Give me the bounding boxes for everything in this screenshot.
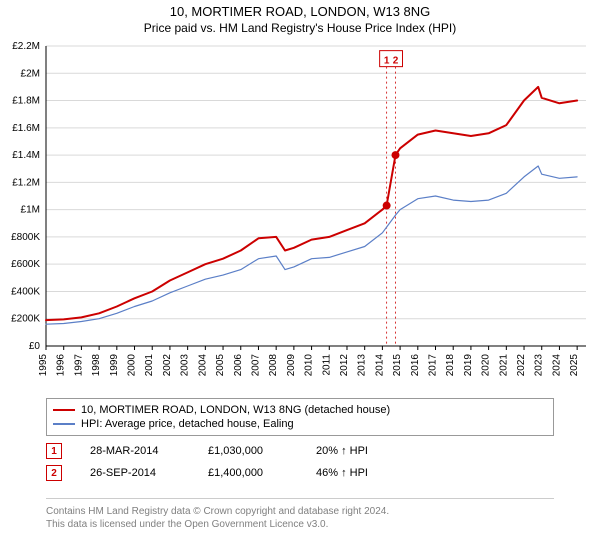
event-date: 26-SEP-2014 <box>90 467 180 479</box>
legend-swatch <box>53 409 75 411</box>
svg-text:1998: 1998 <box>91 354 102 377</box>
svg-text:£2M: £2M <box>21 68 40 79</box>
svg-text:2001: 2001 <box>144 354 155 377</box>
svg-text:2023: 2023 <box>534 354 545 377</box>
svg-text:2: 2 <box>393 56 399 67</box>
svg-text:£400K: £400K <box>11 286 40 297</box>
legend: 10, MORTIMER ROAD, LONDON, W13 8NG (deta… <box>46 398 554 436</box>
svg-text:£1.8M: £1.8M <box>12 96 40 107</box>
legend-label: HPI: Average price, detached house, Eali… <box>81 418 294 430</box>
svg-text:2025: 2025 <box>569 354 580 377</box>
footer: Contains HM Land Registry data © Crown c… <box>46 498 554 531</box>
svg-text:£0: £0 <box>29 341 41 352</box>
svg-text:2024: 2024 <box>551 354 562 377</box>
plot-area: £0 £200K £400K £600K £800K £1M £1.2M £1.4M £1.6M… <box>0 38 600 388</box>
legend-label: 10, MORTIMER ROAD, LONDON, W13 8NG (deta… <box>81 404 390 416</box>
svg-text:2011: 2011 <box>321 354 332 376</box>
svg-text:2020: 2020 <box>481 354 492 377</box>
svg-text:£1.6M: £1.6M <box>12 123 40 134</box>
svg-text:£200K: £200K <box>11 314 40 325</box>
legend-item: 10, MORTIMER ROAD, LONDON, W13 8NG (deta… <box>53 403 547 417</box>
svg-text:£1.2M: £1.2M <box>12 177 40 188</box>
svg-text:2003: 2003 <box>180 354 191 377</box>
chart-title: 10, MORTIMER ROAD, LONDON, W13 8NG <box>0 0 600 19</box>
svg-text:£600K: £600K <box>11 259 40 270</box>
chart-subtitle: Price paid vs. HM Land Registry's House … <box>0 19 600 39</box>
svg-text:£800K: £800K <box>11 232 40 243</box>
svg-text:1995: 1995 <box>38 354 49 377</box>
footer-line: Contains HM Land Registry data © Crown c… <box>46 505 554 518</box>
event-row: 2 26-SEP-2014 £1,400,000 46% ↑ HPI <box>46 462 554 484</box>
svg-text:1996: 1996 <box>56 354 67 377</box>
chart-container: { "title": "10, MORTIMER ROAD, LONDON, W… <box>0 0 600 560</box>
svg-text:2009: 2009 <box>286 354 297 377</box>
event-delta: 20% ↑ HPI <box>316 445 396 457</box>
svg-text:1997: 1997 <box>73 354 84 377</box>
chart-svg: £0 £200K £400K £600K £800K £1M £1.2M £1.4M £1.6M… <box>0 38 600 388</box>
svg-text:2017: 2017 <box>428 354 439 377</box>
event-price: £1,030,000 <box>208 445 288 457</box>
svg-text:2016: 2016 <box>410 354 421 377</box>
events-table: 1 28-MAR-2014 £1,030,000 20% ↑ HPI 2 26-… <box>46 440 554 484</box>
svg-text:2019: 2019 <box>463 354 474 377</box>
svg-text:2012: 2012 <box>339 354 350 377</box>
svg-text:2008: 2008 <box>268 354 279 377</box>
svg-text:2021: 2021 <box>498 354 509 377</box>
event-marker-icon: 1 <box>46 443 62 459</box>
svg-text:2005: 2005 <box>215 354 226 377</box>
svg-text:2010: 2010 <box>304 354 315 377</box>
svg-text:£1.4M: £1.4M <box>12 150 40 161</box>
event-marker-icon: 2 <box>46 465 62 481</box>
svg-text:2007: 2007 <box>250 354 261 377</box>
footer-line: This data is licensed under the Open Gov… <box>46 518 554 531</box>
svg-text:2022: 2022 <box>516 354 527 377</box>
event-date: 28-MAR-2014 <box>90 445 180 457</box>
event-delta: 46% ↑ HPI <box>316 467 396 479</box>
svg-text:2000: 2000 <box>127 354 138 377</box>
svg-text:2014: 2014 <box>374 354 385 377</box>
svg-text:2002: 2002 <box>162 354 173 377</box>
svg-text:2015: 2015 <box>392 354 403 377</box>
svg-text:2006: 2006 <box>233 354 244 377</box>
event-price: £1,400,000 <box>208 467 288 479</box>
svg-text:2018: 2018 <box>445 354 456 377</box>
svg-text:2004: 2004 <box>197 354 208 377</box>
svg-text:2013: 2013 <box>357 354 368 377</box>
event-row: 1 28-MAR-2014 £1,030,000 20% ↑ HPI <box>46 440 554 462</box>
svg-text:1: 1 <box>384 56 390 67</box>
svg-text:£1M: £1M <box>21 205 40 216</box>
legend-swatch <box>53 423 75 425</box>
svg-text:£2.2M: £2.2M <box>12 41 40 52</box>
svg-text:1999: 1999 <box>109 354 120 377</box>
legend-item: HPI: Average price, detached house, Eali… <box>53 417 547 431</box>
